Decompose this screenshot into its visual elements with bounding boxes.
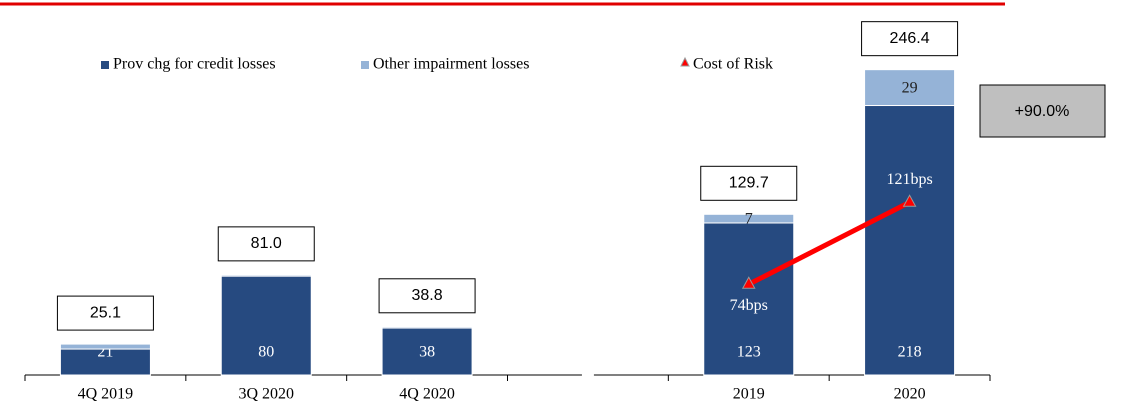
- bar-segment: [703, 222, 795, 376]
- total-label: 25.1: [90, 304, 121, 321]
- total-label: 81.0: [251, 235, 282, 252]
- total-box: [378, 278, 476, 314]
- x-tick-label: 4Q 2019: [78, 386, 134, 403]
- bar-segment: [381, 326, 473, 329]
- total-box: [217, 226, 315, 262]
- legend-label: Cost of Risk: [693, 56, 773, 73]
- cost-label: 121bps: [886, 171, 932, 188]
- x-tick-label: 2019: [733, 386, 765, 403]
- legend-swatch: [101, 61, 109, 69]
- x-tick-label: 4Q 2020: [399, 386, 455, 403]
- legend-swatch: [361, 61, 369, 69]
- total-box: [861, 21, 959, 57]
- cost-label: 74bps: [730, 297, 768, 314]
- segment-label: 38: [419, 344, 435, 361]
- total-label: 129.7: [729, 175, 769, 192]
- bar-segment: [220, 275, 312, 376]
- bar-segment: [864, 69, 956, 107]
- cost-marker: [902, 194, 917, 207]
- total-label: 246.4: [890, 30, 930, 47]
- annotation-box: [979, 84, 1106, 138]
- x-tick-label: 3Q 2020: [238, 386, 294, 403]
- segment-label: 29: [902, 79, 918, 96]
- total-label: 38.8: [412, 287, 443, 304]
- segment-label: 7: [745, 210, 753, 227]
- bar-segment: [59, 343, 151, 350]
- x-tick-label: 2020: [894, 386, 926, 403]
- segment-label: 123: [737, 344, 761, 361]
- bar-segment: [703, 213, 795, 224]
- total-box: [56, 295, 154, 331]
- annotation: +90.0%: [1015, 103, 1070, 120]
- cost-marker: [741, 276, 756, 289]
- bar-segment: [220, 274, 312, 277]
- bar-segment: [864, 105, 956, 376]
- segment-label: 218: [898, 344, 922, 361]
- cost-line: [747, 200, 911, 287]
- legend-label: Prov chg for credit losses: [113, 56, 276, 73]
- legend-marker: [680, 56, 690, 67]
- bar-segment: [381, 327, 473, 376]
- total-box: [700, 165, 798, 201]
- legend-label: Other impairment losses: [373, 56, 529, 73]
- segment-label: 80: [258, 344, 274, 361]
